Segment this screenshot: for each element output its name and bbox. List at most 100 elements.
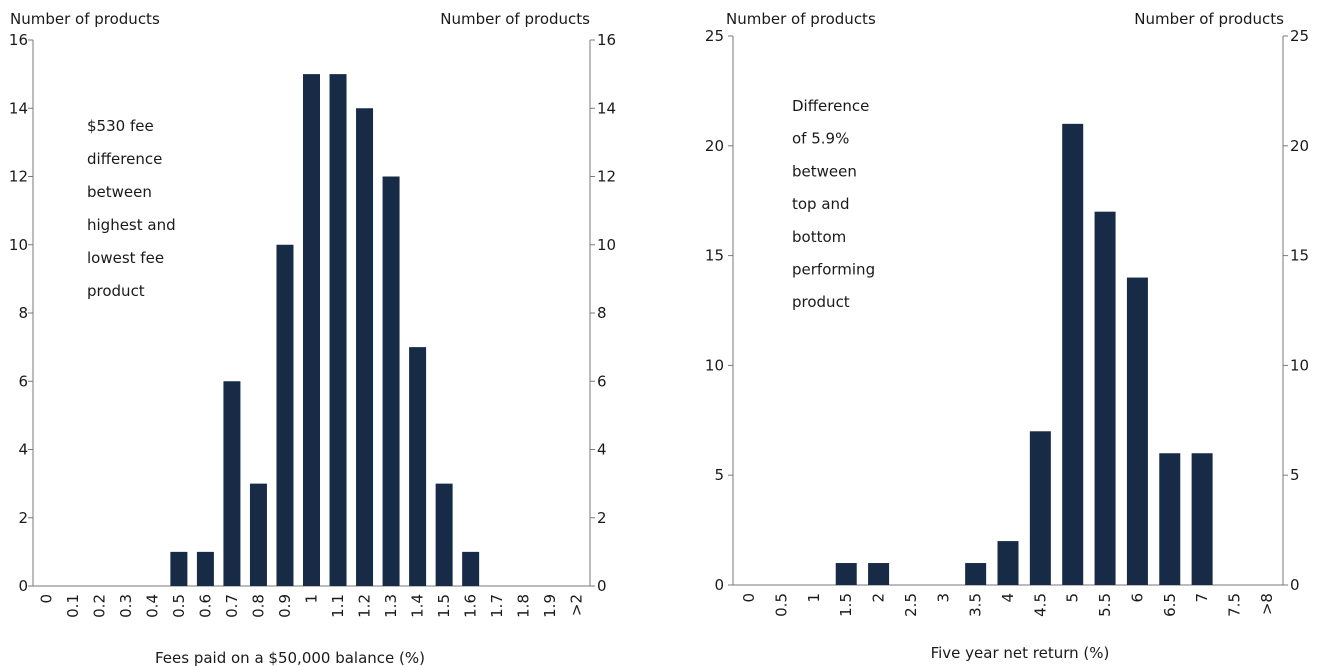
left-y-tick-label: 20 <box>705 137 724 155</box>
x-tick-label: 1.9 <box>541 594 559 618</box>
left-y-tick-label: 10 <box>9 236 28 254</box>
bar <box>1094 211 1116 585</box>
bar <box>249 483 267 586</box>
annotation-line: $530 fee <box>87 117 154 135</box>
x-tick-label: 1.3 <box>382 594 400 618</box>
annotation-line: Difference <box>792 97 869 115</box>
x-tick-label: 0.5 <box>170 594 188 618</box>
annotation-line: performing <box>792 261 875 279</box>
x-axis-title: Fees paid on a $50,000 balance (%) <box>155 649 425 666</box>
x-tick-label: 2.5 <box>902 593 920 617</box>
bar <box>170 551 188 586</box>
x-tick-label: 0.6 <box>196 594 214 618</box>
left-y-tick-label: 0 <box>18 577 28 595</box>
right-axis-title: Number of products <box>440 10 590 28</box>
x-tick-label: 5.5 <box>1096 593 1114 617</box>
x-tick-label: 1.1 <box>329 594 347 618</box>
x-tick-label: 1 <box>303 594 321 604</box>
right-y-tick-label: 12 <box>597 168 616 186</box>
annotation-line: of 5.9% <box>792 130 849 148</box>
bar <box>276 244 294 586</box>
left-y-tick-label: 4 <box>18 441 28 459</box>
annotation-line: difference <box>87 150 162 168</box>
right-y-tick-label: 25 <box>1290 27 1309 45</box>
annotation-line: top and <box>792 195 850 213</box>
left-y-tick-label: 12 <box>9 168 28 186</box>
x-tick-label: 3 <box>934 593 952 603</box>
annotation-line: product <box>87 282 145 300</box>
x-tick-label: 4 <box>999 593 1017 603</box>
x-tick-label: 0.1 <box>64 594 82 618</box>
x-tick-label: 0 <box>37 594 55 604</box>
bar <box>196 551 214 586</box>
left-y-tick-label: 6 <box>18 372 28 390</box>
bar <box>409 347 427 586</box>
left-axis-title: Number of products <box>10 10 160 28</box>
x-tick-label: 0.2 <box>90 594 108 618</box>
x-tick-label: 6 <box>1128 593 1146 603</box>
left-y-tick-label: 15 <box>705 247 724 265</box>
x-tick-label: 0 <box>740 593 758 603</box>
bar <box>835 563 857 585</box>
bar <box>329 74 347 586</box>
right-axis-title: Number of products <box>1134 10 1284 28</box>
bar <box>1191 453 1213 585</box>
annotation-line: between <box>87 183 152 201</box>
bar <box>997 541 1019 585</box>
bar <box>1126 277 1148 585</box>
x-tick-label: 5 <box>1064 593 1082 603</box>
annotation-line: highest and <box>87 216 176 234</box>
x-tick-label: 7.5 <box>1225 593 1243 617</box>
x-tick-label: 1.4 <box>409 594 427 618</box>
x-tick-label: 0.3 <box>117 594 135 618</box>
x-tick-label: 1.2 <box>356 594 374 618</box>
x-tick-label: 1.8 <box>515 594 533 618</box>
right-y-tick-label: 0 <box>597 577 607 595</box>
bar <box>462 551 480 586</box>
bar <box>1029 431 1051 585</box>
annotation-line: product <box>792 293 850 311</box>
left-y-tick-label: 25 <box>705 27 724 45</box>
right-y-tick-label: 4 <box>597 441 607 459</box>
left-y-tick-label: 0 <box>714 576 724 594</box>
right-y-tick-label: 0 <box>1290 576 1300 594</box>
x-tick-label: >8 <box>1258 593 1276 615</box>
bar <box>965 563 987 585</box>
x-tick-label: >2 <box>568 594 586 616</box>
right-y-tick-label: 20 <box>1290 137 1309 155</box>
right-y-tick-label: 6 <box>597 372 607 390</box>
x-axis-title: Five year net return (%) <box>931 644 1110 662</box>
left-y-tick-label: 8 <box>18 304 28 322</box>
annotation-line: between <box>792 162 857 180</box>
x-tick-label: 1.5 <box>435 594 453 618</box>
left-y-tick-label: 10 <box>705 356 724 374</box>
x-tick-label: 0.7 <box>223 594 241 618</box>
x-tick-label: 2 <box>870 593 888 603</box>
x-tick-label: 0.4 <box>143 594 161 618</box>
right-y-tick-label: 10 <box>597 236 616 254</box>
right-y-tick-label: 2 <box>597 509 607 527</box>
bar <box>1159 453 1181 585</box>
x-tick-label: 1.6 <box>462 594 480 618</box>
left-axis-title: Number of products <box>726 10 876 28</box>
right-y-tick-label: 5 <box>1290 466 1300 484</box>
annotation-line: bottom <box>792 228 846 246</box>
bar <box>356 108 374 586</box>
left-y-tick-label: 14 <box>9 99 28 117</box>
right-y-tick-label: 10 <box>1290 356 1309 374</box>
x-tick-label: 3.5 <box>967 593 985 617</box>
bar <box>868 563 890 585</box>
right-y-tick-label: 15 <box>1290 247 1309 265</box>
annotation-line: lowest fee <box>87 249 164 267</box>
x-tick-label: 0.9 <box>276 594 294 618</box>
right-y-tick-label: 14 <box>597 99 616 117</box>
x-tick-label: 4.5 <box>1031 593 1049 617</box>
x-tick-label: 1.5 <box>837 593 855 617</box>
bar <box>223 381 241 586</box>
right-y-tick-label: 16 <box>597 31 616 49</box>
x-tick-label: 1 <box>805 593 823 603</box>
x-tick-label: 6.5 <box>1161 593 1179 617</box>
bar <box>303 74 320 586</box>
x-tick-label: 7 <box>1193 593 1211 603</box>
